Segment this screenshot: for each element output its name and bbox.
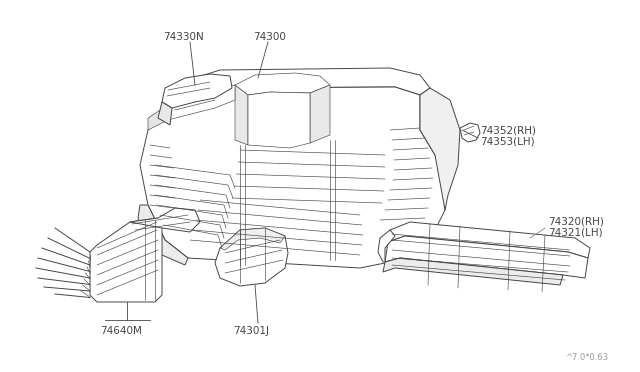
Polygon shape <box>168 85 235 120</box>
Polygon shape <box>460 123 480 142</box>
Polygon shape <box>168 68 430 112</box>
Polygon shape <box>235 73 330 95</box>
Polygon shape <box>310 85 330 143</box>
Polygon shape <box>130 208 200 232</box>
Text: 74640M: 74640M <box>100 326 142 336</box>
Polygon shape <box>248 92 310 148</box>
Polygon shape <box>378 230 395 262</box>
Text: 74301J: 74301J <box>233 326 269 336</box>
Text: 74353(LH): 74353(LH) <box>480 136 534 146</box>
Polygon shape <box>385 236 588 278</box>
Polygon shape <box>215 228 288 286</box>
Text: 74330N: 74330N <box>163 32 204 42</box>
Polygon shape <box>220 228 285 250</box>
Polygon shape <box>235 85 248 145</box>
Text: 74300: 74300 <box>253 32 286 42</box>
Polygon shape <box>388 222 590 258</box>
Text: ^7.0*0.63: ^7.0*0.63 <box>565 353 608 362</box>
Polygon shape <box>162 74 232 108</box>
Polygon shape <box>158 102 172 125</box>
Text: 74352(RH): 74352(RH) <box>480 125 536 135</box>
Polygon shape <box>140 87 445 268</box>
Polygon shape <box>148 105 168 130</box>
Text: 74320(RH): 74320(RH) <box>548 216 604 226</box>
Polygon shape <box>420 88 460 210</box>
Text: 74321(LH): 74321(LH) <box>548 227 603 237</box>
Polygon shape <box>90 218 162 302</box>
Polygon shape <box>383 258 563 285</box>
Polygon shape <box>138 205 188 265</box>
